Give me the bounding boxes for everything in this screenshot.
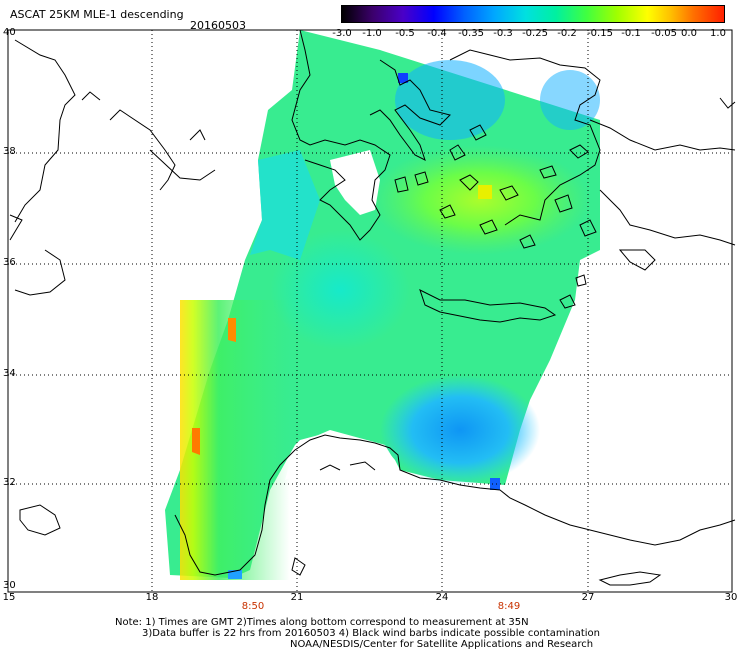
footer-note-line2: 3)Data buffer is 22 hrs from 20160503 4)…: [142, 628, 600, 639]
swath-blue-southeast: [380, 375, 540, 485]
swath-cyan-center: [270, 230, 410, 350]
swath-blue-sw: [228, 570, 242, 579]
map-frame: [7, 29, 733, 593]
colorbar-tick: -0.05: [651, 28, 677, 39]
coastline-sicily: [14, 249, 66, 536]
colorbar-tick: 0.0: [681, 28, 697, 39]
pass-time-label: 8:49: [497, 601, 521, 612]
swath-cyan-west: [250, 150, 320, 260]
coastline-italy: [9, 39, 216, 241]
graticule: [8, 30, 732, 592]
lon-label: 24: [435, 592, 449, 603]
swath-orange-2: [192, 428, 200, 455]
lon-label: 15: [2, 592, 16, 603]
lat-label: 34: [3, 368, 16, 379]
colorbar-tick: -0.25: [522, 28, 548, 39]
swath-darkblue-1: [398, 73, 408, 83]
colorbar-tick: -0.35: [458, 28, 484, 39]
coastline-libya-egypt: [174, 434, 736, 576]
lon-label: 27: [581, 592, 595, 603]
colorbar-tick: -0.5: [395, 28, 415, 39]
lat-label: 38: [3, 146, 16, 157]
swath-green-aegean: [370, 145, 590, 255]
footer-note-line3: NOAA/NESDIS/Center for Satellite Applica…: [290, 639, 594, 650]
swath-data: [165, 30, 600, 580]
colorbar-tick: -3.0: [332, 28, 352, 39]
coastline-islands: [394, 124, 597, 309]
swath-orange-1: [228, 318, 236, 342]
swath-darkblue-2: [490, 478, 500, 490]
lat-label: 36: [3, 257, 16, 268]
lon-label: 21: [290, 592, 304, 603]
lat-label: 32: [3, 477, 16, 488]
pass-time-label: 8:50: [241, 601, 265, 612]
coastline-cyprus: [598, 571, 662, 586]
lat-label: 30: [3, 580, 16, 591]
coastline-greece: [291, 29, 601, 241]
swath-blue-northeast: [540, 70, 600, 130]
footer-note-line1: Note: 1) Times are GMT 2)Times along bot…: [115, 617, 529, 628]
map-title: ASCAT 25KM MLE-1 descending: [10, 8, 184, 21]
colorbar-tick: -1.0: [362, 28, 382, 39]
colorbar-tick: 1.0: [710, 28, 726, 39]
coastline-cyrenaica-detail: [291, 461, 376, 576]
swath-yellow-spot: [478, 185, 492, 199]
libya-land: [285, 432, 400, 480]
colorbar-tick: -0.4: [427, 28, 447, 39]
swath-gap: [330, 150, 380, 215]
coastlines: [9, 29, 736, 586]
colorbar-tick: -0.1: [621, 28, 641, 39]
colorbar: [341, 5, 725, 23]
lat-label: 40: [3, 27, 16, 38]
map-date: 20160503: [190, 19, 246, 32]
coastline-turkey: [589, 97, 736, 271]
lon-label: 30: [724, 592, 738, 603]
lon-label: 18: [145, 592, 159, 603]
colorbar-tick: -0.3: [493, 28, 513, 39]
colorbar-tick: -0.2: [557, 28, 577, 39]
colorbar-tick: -0.15: [587, 28, 613, 39]
coastline-crete: [419, 289, 557, 323]
swath-blue-north: [395, 60, 505, 140]
